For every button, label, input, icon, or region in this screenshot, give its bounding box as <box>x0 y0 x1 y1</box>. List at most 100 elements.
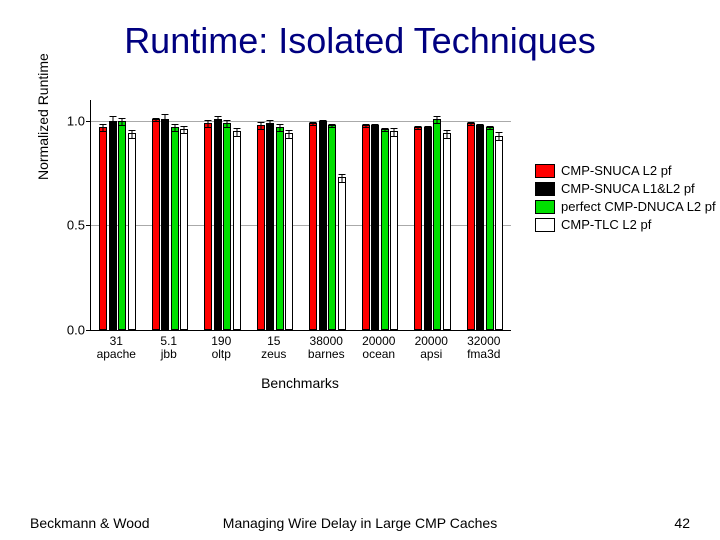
error-bar <box>122 118 123 126</box>
bar <box>338 177 346 330</box>
x-tick-name: apsi <box>415 348 448 361</box>
bar-group <box>466 123 504 330</box>
bar <box>328 125 336 330</box>
slide-title: Runtime: Isolated Techniques <box>0 20 720 62</box>
bar-group <box>98 121 136 330</box>
error-bar <box>394 128 395 136</box>
legend-swatch <box>535 218 555 232</box>
bar <box>128 133 136 330</box>
error-bar <box>341 174 342 182</box>
error-bar <box>384 128 385 132</box>
legend-item: CMP-TLC L2 pf <box>535 217 720 232</box>
error-bar <box>446 130 447 138</box>
legend-item: perfect CMP-DNUCA L2 pf <box>535 199 720 214</box>
error-bar <box>375 124 376 128</box>
error-bar <box>365 124 366 128</box>
bar <box>414 127 422 330</box>
bar <box>223 123 231 330</box>
footer-title: Managing Wire Delay in Large CMP Caches <box>0 515 720 531</box>
plot-area <box>90 100 511 331</box>
bar <box>285 133 293 330</box>
footer-page-number: 42 <box>674 515 690 531</box>
y-tick-label: 0.5 <box>45 218 85 233</box>
bar <box>476 125 484 330</box>
y-tick <box>86 330 91 331</box>
bar <box>204 123 212 330</box>
legend-swatch <box>535 200 555 214</box>
error-bar <box>112 116 113 129</box>
error-bar <box>184 126 185 134</box>
error-bar <box>499 132 500 140</box>
y-tick <box>86 121 91 122</box>
bar <box>424 127 432 330</box>
bar <box>99 127 107 330</box>
error-bar <box>332 124 333 128</box>
bar-group <box>203 119 241 330</box>
x-tick-name: barnes <box>308 348 345 361</box>
x-tick-label: 15zeus <box>261 335 286 361</box>
bar <box>433 119 441 330</box>
x-tick-label: 38000barnes <box>308 335 345 361</box>
bar <box>486 127 494 330</box>
error-bar <box>270 120 271 128</box>
x-tick-label: 31apache <box>97 335 136 361</box>
bar <box>495 136 503 330</box>
y-tick-label: 1.0 <box>45 113 85 128</box>
y-tick-label: 0.0 <box>45 323 85 338</box>
bar <box>118 121 126 330</box>
bar <box>390 131 398 330</box>
bar <box>309 123 317 330</box>
x-tick-label: 190oltp <box>211 335 231 361</box>
x-tick-name: zeus <box>261 348 286 361</box>
x-tick-name: apache <box>97 348 136 361</box>
error-bar <box>427 126 428 130</box>
bar <box>161 119 169 330</box>
x-tick-name: oltp <box>211 348 231 361</box>
x-tick-name: ocean <box>362 348 395 361</box>
x-tick-label: 20000apsi <box>415 335 448 361</box>
legend-swatch <box>535 182 555 196</box>
error-bar <box>165 114 166 127</box>
legend-item: CMP-SNUCA L1&L2 pf <box>535 181 720 196</box>
error-bar <box>236 128 237 136</box>
x-tick-label: 5.1jbb <box>160 335 177 361</box>
bar <box>214 119 222 330</box>
bar <box>109 121 117 330</box>
y-tick <box>86 225 91 226</box>
legend-label: CMP-SNUCA L2 pf <box>561 163 672 178</box>
bar-group <box>413 119 451 330</box>
runtime-chart: Normalized Runtime 0.00.51.0 31apache5.1… <box>30 90 690 410</box>
x-tick-label: 20000ocean <box>362 335 395 361</box>
bar-group <box>361 125 399 330</box>
legend-label: perfect CMP-DNUCA L2 pf <box>561 199 716 214</box>
error-bar <box>322 120 323 124</box>
error-bar <box>260 122 261 130</box>
error-bar <box>437 116 438 124</box>
x-tick-name: fma3d <box>467 348 500 361</box>
error-bar <box>131 130 132 138</box>
bar <box>180 129 188 330</box>
error-bar <box>279 124 280 132</box>
error-bar <box>227 120 228 128</box>
error-bar <box>313 122 314 126</box>
error-bar <box>289 130 290 138</box>
legend-label: CMP-TLC L2 pf <box>561 217 651 232</box>
bar <box>266 123 274 330</box>
legend-swatch <box>535 164 555 178</box>
x-tick-name: jbb <box>160 348 177 361</box>
bar <box>467 123 475 330</box>
bar-group <box>308 121 346 330</box>
error-bar <box>489 126 490 130</box>
error-bar <box>418 126 419 130</box>
error-bar <box>217 116 218 124</box>
bar-group <box>256 123 294 330</box>
bar <box>257 125 265 330</box>
legend: CMP-SNUCA L2 pf CMP-SNUCA L1&L2 pf perfect… <box>535 160 720 235</box>
bar <box>319 121 327 330</box>
error-bar <box>155 118 156 122</box>
legend-item: CMP-SNUCA L2 pf <box>535 163 720 178</box>
error-bar <box>208 120 209 128</box>
x-axis-label: Benchmarks <box>90 375 510 391</box>
bar <box>276 127 284 330</box>
bar <box>152 119 160 330</box>
